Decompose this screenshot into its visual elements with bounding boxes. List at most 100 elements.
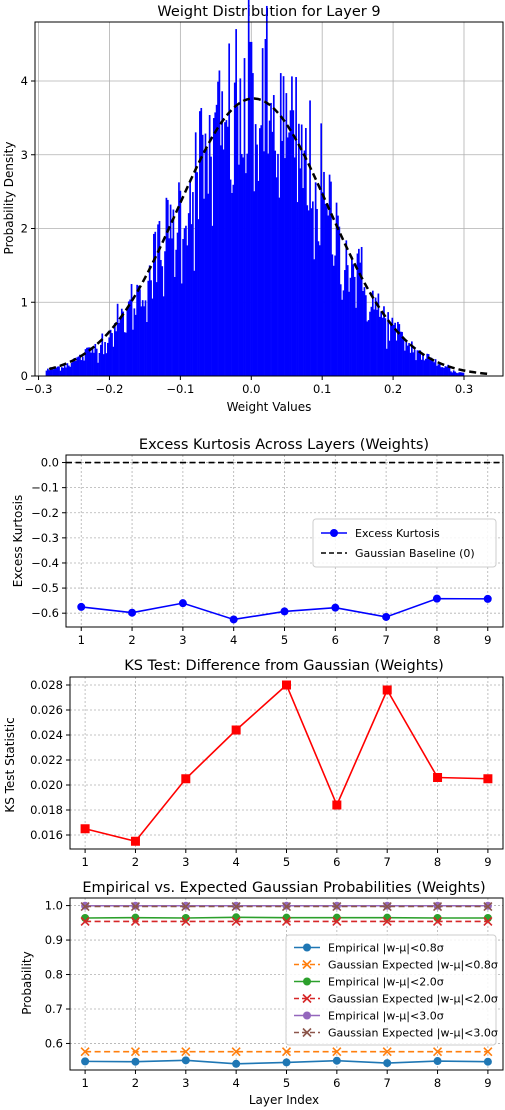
x-tick-label: 1 [81, 855, 88, 869]
histogram-bar [295, 77, 297, 376]
x-tick-label: 0.1 [313, 382, 331, 396]
x-axis-label: Weight Values [227, 400, 312, 414]
histogram-bar [48, 370, 51, 376]
x-tick-label: 4 [230, 633, 237, 647]
histogram-bar [56, 366, 59, 376]
data-point [232, 913, 241, 922]
gaussian-curve [48, 97, 489, 376]
histogram-bar [93, 352, 95, 376]
histogram-bar [139, 289, 141, 376]
legend-marker [303, 977, 311, 986]
histogram-bar [74, 361, 77, 376]
histogram-bar [334, 255, 337, 376]
histogram-bar [309, 100, 311, 376]
histogram-bar [288, 132, 290, 376]
x-tick-label: 5 [281, 633, 288, 647]
histogram-bar [371, 290, 374, 376]
y-tick-label: −0.6 [31, 606, 59, 620]
histogram-bar [192, 192, 194, 376]
histogram-bar [313, 259, 316, 376]
histogram-bar [390, 324, 392, 376]
y-axis-label: Probability [20, 951, 34, 1014]
y-tick-label: 0.0 [41, 456, 59, 470]
y-tick-label: 0.018 [30, 803, 63, 817]
histogram-bar [79, 354, 81, 376]
x-tick-label: 7 [384, 855, 391, 869]
histogram-bar [316, 208, 318, 376]
histogram-bar [457, 373, 459, 376]
histogram-bar [80, 360, 83, 376]
histogram-bar [49, 367, 52, 376]
histogram-bar [268, 120, 271, 376]
y-tick-label: −0.5 [31, 581, 59, 595]
histogram-bar [60, 367, 63, 376]
data-point [231, 916, 241, 927]
histogram-bar [232, 184, 235, 376]
series-group [80, 901, 493, 1068]
histogram-bar [229, 179, 232, 376]
x-tick-label: −0.3 [25, 382, 53, 396]
y-tick-label: 0.028 [30, 678, 63, 692]
histogram-bar [197, 219, 200, 376]
x-tick-label: 0.2 [384, 382, 402, 396]
y-tick-label: 0.020 [30, 778, 63, 792]
histogram-bar [260, 125, 263, 377]
histogram-bar [133, 308, 136, 376]
histogram-bar [337, 215, 339, 376]
histogram-bar [299, 168, 302, 376]
legend-marker [302, 1027, 312, 1038]
histogram-bar [413, 349, 416, 376]
histogram-bar [238, 164, 240, 376]
histogram-bar [376, 309, 378, 376]
histogram-bar [277, 153, 279, 376]
histogram-bar [458, 372, 461, 376]
chart-title: KS Test: Difference from Gaussian (Weigh… [124, 658, 444, 674]
histogram-bar [256, 144, 258, 376]
histogram-bar [388, 340, 391, 376]
data-point [483, 916, 493, 927]
histogram-bar [331, 254, 334, 376]
histogram-bar [323, 171, 325, 376]
histogram-bar [362, 291, 364, 376]
data-point [281, 901, 292, 912]
histogram-bar [179, 190, 182, 376]
data-point [231, 725, 241, 735]
histogram-bar [239, 78, 242, 376]
histogram-bar [87, 347, 90, 376]
histogram-bar [97, 362, 99, 376]
histogram-bar [127, 301, 130, 376]
data-point [282, 1058, 291, 1067]
data-point [181, 774, 191, 784]
data-point [483, 594, 492, 603]
histogram-bar [445, 366, 448, 376]
histogram-bar [455, 372, 458, 376]
histogram-bar [215, 104, 218, 376]
histogram-bar [228, 43, 231, 377]
y-tick-label: −0.4 [31, 556, 59, 570]
histogram-bar [450, 371, 452, 376]
histogram-bar [356, 253, 359, 376]
histogram-bar [367, 320, 370, 376]
data-point [231, 901, 241, 912]
data-point [382, 916, 392, 927]
histogram-bar [405, 340, 408, 376]
histogram-bar [243, 58, 246, 377]
histogram-bar [264, 39, 267, 376]
data-point [382, 612, 391, 621]
histogram-bar [325, 203, 328, 376]
histogram-bar [320, 123, 323, 376]
histogram-bar [203, 198, 205, 376]
histogram-bar [52, 369, 55, 376]
histogram-bar [330, 181, 332, 376]
histogram-bar [150, 280, 152, 376]
histogram-bar [424, 358, 427, 376]
histogram-bar [190, 224, 193, 376]
data-point [80, 1047, 90, 1057]
histogram-bar [324, 203, 327, 376]
histogram-bar [318, 245, 321, 376]
histogram-bar [454, 371, 456, 376]
data-point [332, 916, 342, 927]
histogram-bar [374, 297, 377, 376]
x-tick-label: 7 [384, 1076, 391, 1090]
